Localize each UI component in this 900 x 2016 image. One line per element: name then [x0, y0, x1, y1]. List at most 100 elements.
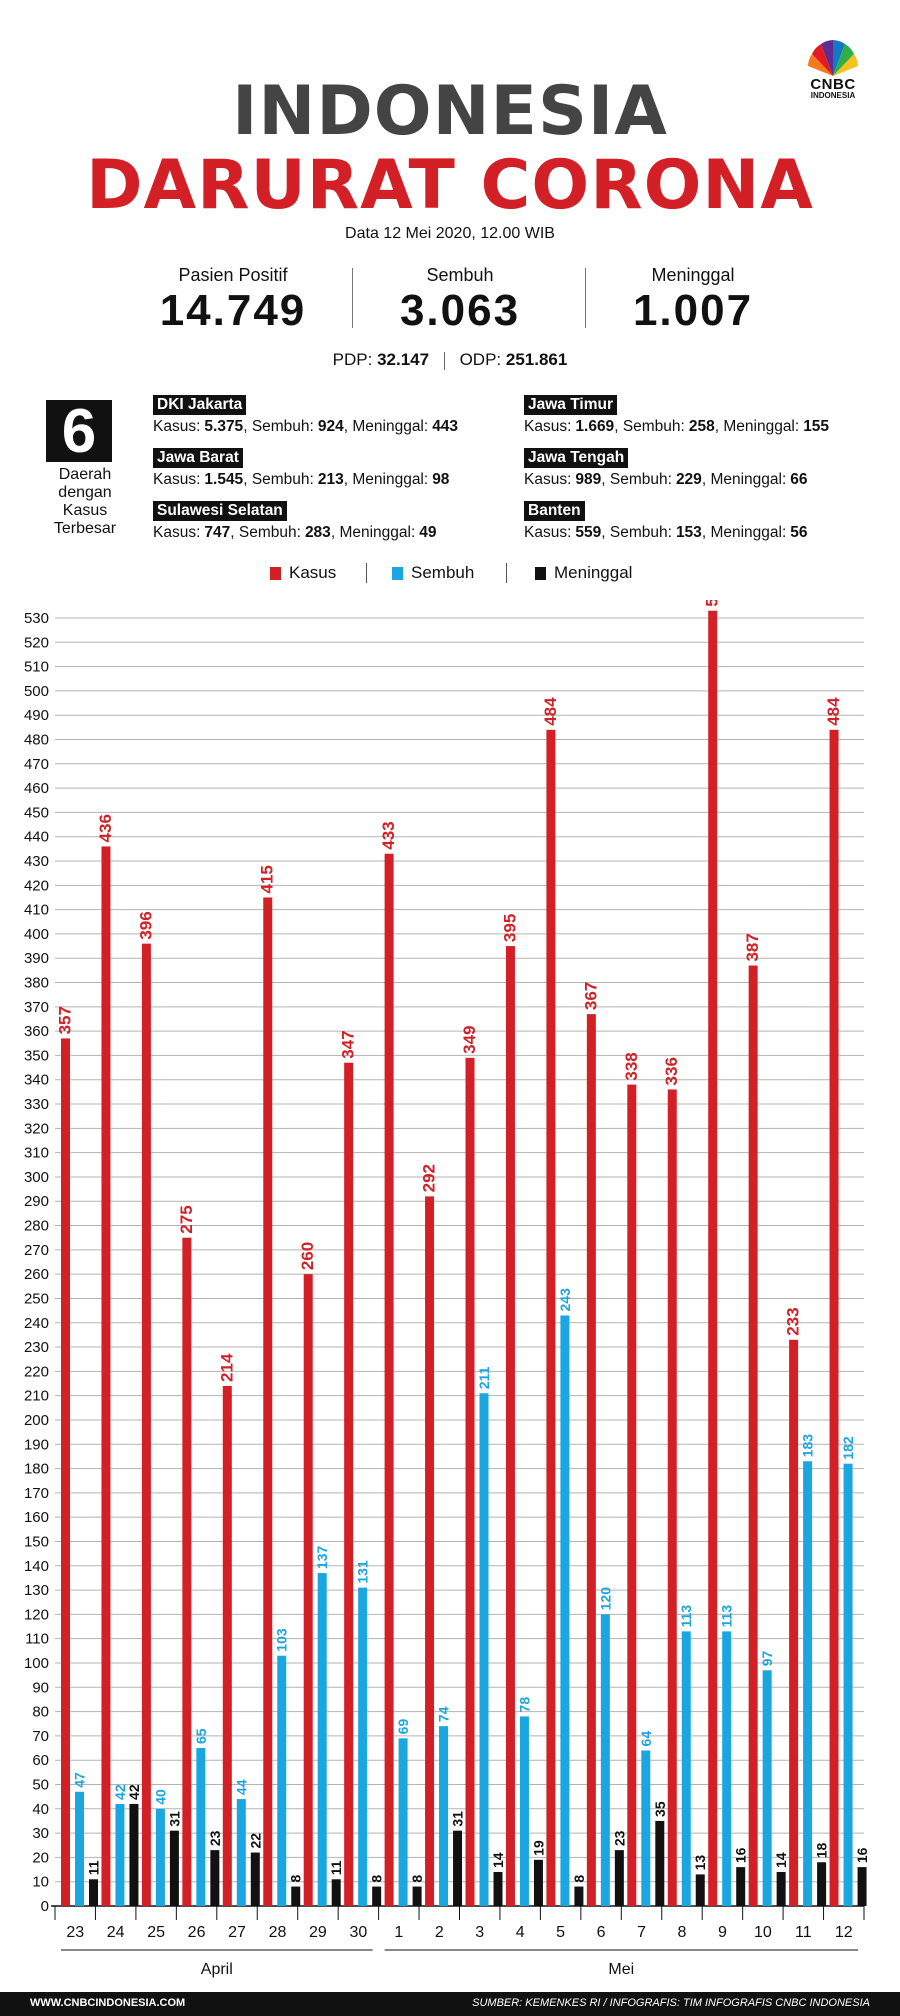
y-tick-label: 500: [24, 683, 49, 700]
region-stat-label: Kasus:: [153, 524, 201, 541]
y-tick-label: 20: [32, 1849, 49, 1866]
region-stat-value: 747: [204, 524, 231, 541]
data-label-sembuh: 78: [516, 1697, 532, 1713]
bar-kasus: [546, 729, 556, 1906]
y-tick-label: 520: [24, 634, 49, 651]
bar-kasus: [505, 946, 515, 1906]
data-label-meninggal: 19: [530, 1840, 546, 1856]
data-label-sembuh: 183: [800, 1434, 816, 1458]
region-stat-value: 1.545: [204, 471, 244, 488]
y-tick-label: 210: [24, 1388, 49, 1405]
data-date: Data 12 Mei 2020, 12.00 WIB: [345, 225, 555, 242]
logo-subtext: INDONESIA: [810, 91, 856, 100]
y-tick-label: 440: [24, 829, 49, 846]
y-tick-label: 450: [24, 804, 49, 821]
region-stat-label: Meninggal:: [352, 471, 429, 488]
legend-swatch: [270, 566, 281, 580]
y-tick-label: 220: [24, 1363, 49, 1380]
bar-kasus: [465, 1057, 475, 1906]
data-label-kasus: 433: [379, 821, 398, 849]
footer-source: SUMBER: KEMENKES RI / INFOGRAFIS: TIM IN…: [472, 1997, 870, 2009]
bar-kasus: [303, 1274, 313, 1906]
bar-meninggal: [129, 1803, 139, 1906]
bar-sembuh: [358, 1587, 368, 1906]
region-stat-label: Meninggal:: [710, 524, 787, 541]
data-label-sembuh: 182: [840, 1436, 856, 1460]
region-stat-label: Kasus:: [153, 418, 201, 435]
legend-label: Meninggal: [554, 563, 633, 582]
region-item: Jawa Tengah Kasus: 989, Sembuh: 229, Mening…: [524, 448, 808, 489]
bar-meninggal: [453, 1830, 463, 1906]
region-stats: Kasus: 747, Sembuh: 283, Meninggal: 49: [153, 524, 437, 541]
y-tick-label: 90: [32, 1679, 49, 1696]
region-item: Banten Kasus: 559, Sembuh: 153, Meninggal: 5…: [524, 501, 808, 542]
data-label-sembuh: 69: [395, 1719, 411, 1735]
odp-value: 251.861: [505, 350, 568, 369]
x-tick-label: 24: [107, 1924, 125, 1941]
bar-kasus: [708, 610, 718, 1906]
data-label-meninggal: 31: [166, 1811, 182, 1827]
stat-meninggal: Meninggal 1.007: [578, 265, 808, 336]
region-stat-value: 443: [432, 418, 459, 435]
data-label-kasus: 275: [177, 1205, 196, 1233]
bar-sembuh: [236, 1799, 246, 1906]
bar-sembuh: [398, 1738, 408, 1906]
y-tick-label: 0: [41, 1898, 49, 1915]
bar-meninggal: [857, 1867, 867, 1906]
data-label-sembuh: 113: [678, 1605, 694, 1628]
region-stat-value: 153: [675, 524, 702, 541]
region-stat-value: 56: [790, 524, 808, 541]
data-label-sembuh: 42: [112, 1784, 128, 1800]
region-name: Banten: [524, 501, 585, 521]
data-label-kasus: 387: [743, 933, 762, 961]
region-name: Jawa Barat: [153, 448, 243, 468]
data-label-kasus: 214: [217, 1353, 236, 1382]
data-label-sembuh: 74: [436, 1706, 452, 1722]
bar-sembuh: [196, 1748, 206, 1906]
bar-kasus: [344, 1062, 354, 1906]
region-count-description: Daerah dengan Kasus Terbesar: [53, 466, 117, 537]
data-label-kasus: 233: [784, 1307, 803, 1335]
region-stats: Kasus: 989, Sembuh: 229, Meninggal: 66: [524, 471, 808, 488]
x-tick-label: 25: [147, 1924, 165, 1941]
legend-item-kasus: Kasus: [270, 563, 336, 583]
region-stat-label: Meninggal:: [339, 524, 416, 541]
bar-sembuh: [803, 1461, 813, 1906]
bar-sembuh: [519, 1716, 529, 1906]
title-line-1: INDONESIA: [232, 72, 668, 151]
y-tick-label: 350: [24, 1047, 49, 1064]
legend-divider: [366, 563, 367, 583]
data-label-kasus: 357: [56, 1006, 75, 1034]
bar-kasus: [748, 965, 758, 1906]
data-label-sembuh: 40: [152, 1789, 168, 1805]
region-stat-value: 924: [317, 418, 344, 435]
bar-kasus: [627, 1084, 637, 1906]
bar-meninggal: [776, 1871, 786, 1906]
region-item: Jawa Timur Kasus: 1.669, Sembuh: 258, Menin…: [524, 395, 829, 436]
x-tick-label: 23: [66, 1924, 84, 1941]
data-label-sembuh: 243: [557, 1288, 573, 1312]
bar-meninggal: [250, 1852, 260, 1906]
y-tick-label: 140: [24, 1558, 49, 1575]
x-tick-label: 12: [835, 1924, 853, 1941]
stat-value: 14.749: [159, 286, 307, 335]
bar-meninggal: [372, 1886, 382, 1906]
bar-meninggal: [736, 1867, 746, 1906]
stat-label: Sembuh: [426, 265, 494, 285]
data-label-sembuh: 65: [193, 1728, 209, 1744]
region-stat-label: Sembuh:: [251, 471, 314, 488]
y-tick-label: 70: [32, 1728, 49, 1745]
legend-swatch: [535, 566, 546, 580]
region-stat-value: 49: [419, 524, 437, 541]
region-stat-label: Sembuh:: [622, 418, 685, 435]
data-label-sembuh: 97: [759, 1650, 775, 1666]
x-tick-label: 30: [349, 1924, 367, 1941]
region-stats: Kasus: 559, Sembuh: 153, Meninggal: 56: [524, 524, 808, 541]
pdp-divider: [443, 351, 445, 370]
bar-sembuh: [641, 1750, 651, 1906]
bar-sembuh: [439, 1726, 449, 1906]
bar-meninggal: [493, 1871, 503, 1906]
y-tick-label: 420: [24, 877, 49, 894]
bar-kasus: [222, 1385, 232, 1906]
region-stat-value: 1.669: [575, 418, 615, 435]
